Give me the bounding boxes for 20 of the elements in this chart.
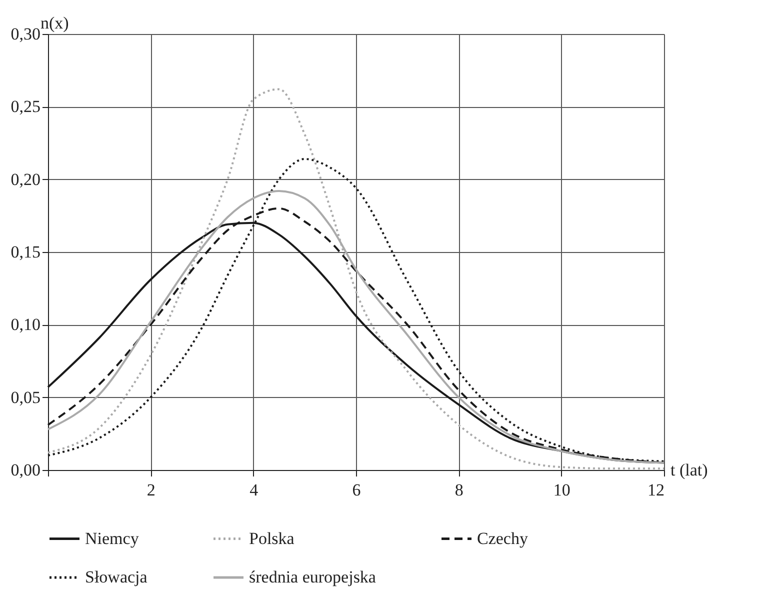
- x-axis-title: t (lat): [670, 460, 708, 480]
- y-axis-title: n(x): [40, 14, 69, 32]
- x-tick-label: 2: [146, 480, 156, 500]
- y-tick-label: 0,25: [10, 97, 40, 116]
- x-tick-label: 8: [454, 480, 464, 500]
- legend-label: Czechy: [477, 528, 528, 548]
- x-tick-label: 10: [553, 480, 570, 500]
- legend-label: średnia europejska: [249, 568, 376, 586]
- y-tick-label: 0,15: [10, 242, 40, 262]
- legend-label: Słowacja: [85, 568, 148, 586]
- legend-label: Polska: [249, 528, 295, 548]
- y-tick-label: 0,30: [10, 24, 40, 44]
- x-tick-label: 12: [648, 480, 664, 500]
- y-tick-label: 0,00: [10, 460, 40, 480]
- y-tick-label: 0,10: [10, 315, 40, 334]
- x-tick-label: 6: [352, 480, 361, 500]
- y-tick-label: 0,20: [10, 170, 40, 189]
- y-tick-label: 0,05: [10, 388, 40, 407]
- legend-label: Niemcy: [85, 528, 140, 548]
- x-tick-label: 4: [250, 480, 259, 500]
